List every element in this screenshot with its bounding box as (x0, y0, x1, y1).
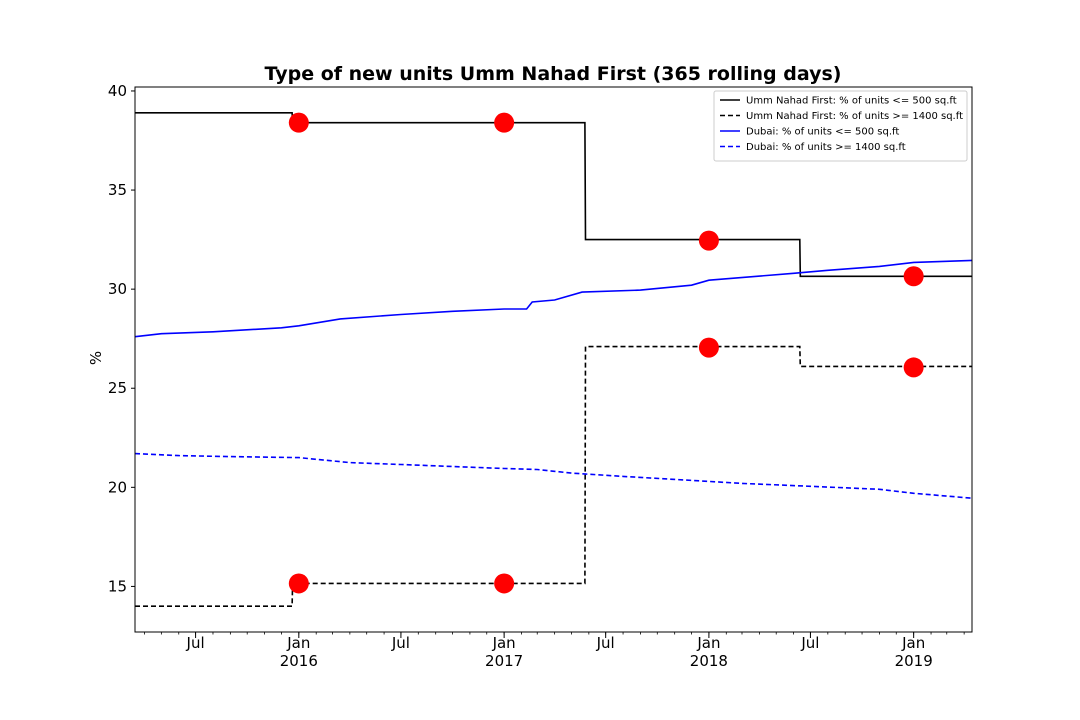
x-tick-label-8: Jan (901, 634, 925, 652)
x-tick-label-3: Jul (391, 634, 410, 652)
axes-frame (134, 86, 973, 633)
legend-entry-1: Umm Nahad First: % of units <= 500 sq.ft (746, 96, 957, 107)
marker-layer (288, 112, 924, 594)
marker-point-5 (288, 573, 309, 594)
marker-point-1 (288, 112, 309, 133)
legend-entry-4: Dubai: % of units >= 1400 sq.ft (746, 142, 906, 153)
x-tick-year-4: 2017 (485, 652, 523, 670)
series-layer (135, 112, 972, 608)
marker-point-6 (494, 573, 515, 594)
y-tick-label-20: 20 (108, 478, 127, 496)
y-tick-label-15: 15 (108, 577, 127, 595)
y-tick-label-35: 35 (108, 181, 127, 199)
x-tick-year-8: 2019 (895, 652, 933, 670)
chart-title: Type of new units Umm Nahad First (365 r… (265, 63, 842, 85)
x-tick-label-5: Jul (596, 634, 615, 652)
legend: Umm Nahad First: % of units <= 500 sq.ft… (713, 90, 968, 162)
series-line-2 (135, 345, 972, 608)
x-tick-label-6: Jan (696, 634, 720, 652)
x-tick-label-7: Jul (800, 634, 819, 652)
y-tick-label-25: 25 (108, 379, 127, 397)
x-tick-label-2: Jan (286, 634, 310, 652)
marker-point-3 (698, 230, 719, 251)
y-axis-label: % (87, 351, 105, 365)
legend-entry-2: Umm Nahad First: % of units >= 1400 sq.f… (746, 111, 963, 122)
marker-point-7 (698, 337, 719, 358)
legend-entry-3: Dubai: % of units <= 500 sq.ft (746, 127, 899, 138)
y-tick-label-40: 40 (108, 82, 127, 100)
x-tick-label-4: Jan (492, 634, 516, 652)
series-line-4 (135, 452, 972, 499)
legend-box (713, 90, 968, 162)
series-line-1 (135, 112, 972, 278)
marker-point-4 (903, 266, 924, 287)
x-tick-year-6: 2018 (690, 652, 728, 670)
x-tick-year-2: 2016 (280, 652, 318, 670)
x-tick-label-1: Jul (186, 634, 205, 652)
marker-point-2 (494, 112, 515, 133)
marker-point-8 (903, 357, 924, 378)
y-tick-label-30: 30 (108, 280, 127, 298)
series-line-3 (135, 259, 972, 338)
